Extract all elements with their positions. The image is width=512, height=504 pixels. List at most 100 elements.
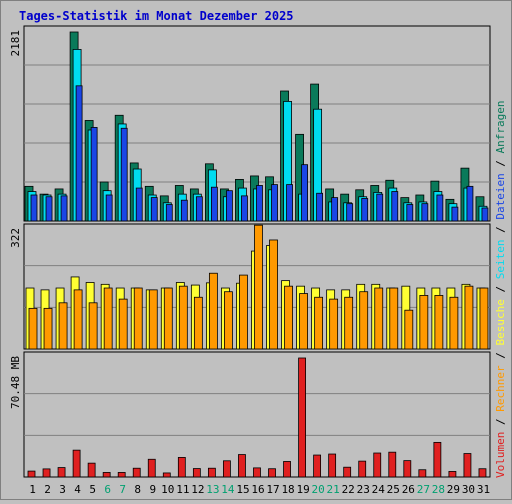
bar-dateien-day-12 — [195, 196, 203, 222]
x-tick-label: 7 — [119, 483, 126, 496]
bar-volumen-day-24 — [373, 452, 382, 478]
bar-dateien-day-8 — [135, 187, 143, 222]
bar-dateien-day-9 — [150, 197, 158, 222]
bar-volumen-day-25 — [388, 451, 397, 478]
bar-rechner-day-1 — [28, 307, 38, 350]
bar-dateien-day-14 — [226, 190, 233, 222]
bar-dateien-day-2 — [45, 196, 53, 222]
bar-rechner-day-15 — [239, 274, 248, 350]
y-max-label: 70.48 MB — [9, 356, 22, 409]
x-tick-label: 2 — [44, 483, 51, 496]
bar-volumen-day-14 — [223, 460, 231, 478]
bar-dateien-day-22 — [346, 203, 354, 222]
legend-separator: / — [494, 153, 507, 173]
bar-volumen-day-27 — [418, 469, 427, 478]
bar-rechner-day-4 — [73, 289, 83, 350]
bar-rechner-day-8 — [133, 287, 143, 350]
y-max-label: 322 — [9, 228, 22, 248]
bar-rechner-day-21 — [329, 298, 339, 350]
chart-title: Tages-Statistik im Monat Dezember 2025 — [19, 9, 294, 23]
bar-dateien-day-17 — [271, 184, 278, 222]
legend-entry-volumen: Volumen — [494, 432, 507, 478]
bar-dateien-day-27 — [421, 203, 429, 222]
x-tick-label: 23 — [357, 483, 370, 496]
bar-dateien-day-24 — [376, 193, 384, 222]
bar-volumen-day-12 — [192, 468, 201, 478]
bar-volumen-day-29 — [448, 471, 457, 478]
bar-dateien-day-13 — [210, 186, 218, 222]
y-max-label: 2181 — [9, 30, 22, 57]
bar-rechner-day-13 — [208, 272, 218, 350]
bar-volumen-day-4 — [72, 449, 81, 478]
x-tick-label: 17 — [266, 483, 279, 496]
legend-entry-seiten: Seiten — [494, 240, 507, 280]
bar-rechner-day-26 — [404, 309, 414, 350]
bar-rechner-day-10 — [163, 287, 173, 350]
bar-rechner-day-3 — [58, 302, 68, 350]
bar-rechner-day-22 — [344, 296, 354, 350]
bar-volumen-day-7 — [117, 472, 126, 478]
bar-rechner-day-9 — [148, 289, 158, 350]
bar-volumen-day-23 — [358, 460, 367, 478]
bar-dateien-day-16 — [256, 185, 263, 222]
bar-rechner-day-16 — [254, 224, 263, 350]
legend-separator: / — [494, 346, 507, 366]
bar-volumen-day-26 — [403, 460, 412, 478]
bar-dateien-day-21 — [331, 197, 339, 222]
bar-dateien-day-30 — [466, 185, 474, 222]
x-tick-label: 1 — [29, 483, 36, 496]
bar-volumen-day-17 — [268, 468, 276, 478]
x-tick-label: 10 — [161, 483, 174, 496]
bar-volumen-day-18 — [283, 461, 291, 478]
x-tick-label: 15 — [236, 483, 249, 496]
x-tick-label: 27 — [417, 483, 430, 496]
bar-dateien-day-20 — [316, 192, 324, 222]
bar-dateien-day-23 — [361, 198, 369, 222]
x-tick-label: 6 — [104, 483, 111, 496]
bar-dateien-day-10 — [165, 204, 173, 222]
x-tick-label: 19 — [296, 483, 309, 496]
bar-volumen-day-20 — [313, 454, 322, 478]
bar-rechner-day-12 — [193, 296, 203, 350]
bar-volumen-day-22 — [343, 466, 352, 478]
panel-bottom: 70.48 MB — [9, 351, 491, 478]
x-tick-label: 18 — [281, 483, 294, 496]
x-tick-label: 12 — [191, 483, 204, 496]
x-tick-label: 22 — [342, 483, 355, 496]
bar-rechner-day-18 — [284, 285, 293, 350]
bar-rechner-day-25 — [389, 287, 399, 350]
bar-volumen-day-31 — [478, 468, 487, 478]
bar-rechner-day-7 — [118, 298, 128, 350]
panel-top: 2181 — [9, 25, 491, 222]
bar-dateien-day-15 — [241, 195, 248, 222]
bar-dateien-day-18 — [286, 184, 293, 222]
bar-dateien-day-29 — [451, 206, 459, 222]
bar-rechner-day-20 — [314, 296, 324, 350]
bar-dateien-day-28 — [436, 194, 444, 222]
bar-volumen-day-16 — [253, 467, 261, 478]
x-tick-label: 25 — [387, 483, 400, 496]
x-tick-label: 24 — [372, 483, 386, 496]
x-tick-label: 28 — [432, 483, 445, 496]
x-tick-label: 3 — [59, 483, 66, 496]
bar-rechner-day-23 — [359, 291, 369, 350]
bar-volumen-day-11 — [177, 457, 186, 478]
x-tick-label: 21 — [327, 483, 340, 496]
x-tick-label: 9 — [149, 483, 156, 496]
x-tick-label: 29 — [447, 483, 460, 496]
legend-entry-anfragen: Anfragen — [494, 100, 507, 153]
x-tick-label: 20 — [312, 483, 325, 496]
bar-volumen-day-13 — [207, 467, 216, 478]
bar-volumen-day-28 — [433, 441, 442, 478]
bar-rechner-day-14 — [224, 291, 233, 350]
bar-rechner-day-5 — [88, 302, 98, 350]
bar-volumen-day-15 — [238, 454, 246, 478]
bar-volumen-day-6 — [102, 472, 111, 478]
legend-separator: / — [494, 279, 507, 299]
bar-rechner-day-29 — [449, 296, 459, 350]
bar-rechner-day-27 — [419, 295, 429, 350]
x-tick-label: 13 — [206, 483, 219, 496]
bar-rechner-day-31 — [479, 287, 489, 350]
bar-volumen-day-9 — [147, 458, 156, 478]
